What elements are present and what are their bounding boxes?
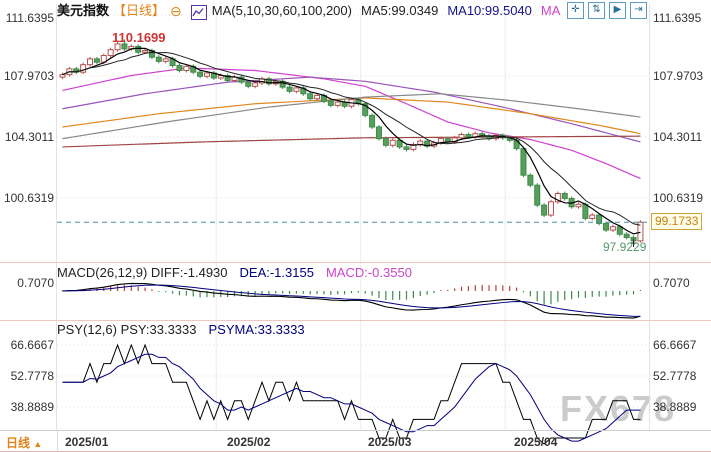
y-label-right-3: 104.3011 <box>653 130 703 144</box>
date-label-feb: 2025/02 <box>227 435 271 449</box>
overlay-MA30 <box>62 67 641 180</box>
overlay-MA5 <box>62 47 641 235</box>
date-label-apr: 2025/04 <box>514 435 558 449</box>
y-label-right-4: 100.6319 <box>653 191 704 205</box>
period-selector-label: 日线 <box>6 436 31 450</box>
macd-diff-line <box>62 282 641 319</box>
axis-scale-icon[interactable]: ⇅ <box>588 2 605 19</box>
triangle-up-icon: ▲ <box>33 439 43 449</box>
ma-params-label: MA(5,10,30,60,100,200) <box>211 3 352 18</box>
chart-toolbar: ✛ ⇅ ▶ ⇥ <box>567 2 647 19</box>
collapse-icon[interactable]: ⊖ <box>170 3 182 19</box>
current-price-tag: 99.1733 <box>651 213 703 230</box>
axis-separator <box>57 431 58 451</box>
line-chart-icon <box>190 4 207 20</box>
macd-scale-left: 0.7070 <box>17 276 54 290</box>
low-price-tag: 97.9229 <box>603 240 647 254</box>
psy-scale-left-3: 38.8889 <box>10 400 54 414</box>
y-label-right-2: 107.9703 <box>653 69 704 83</box>
psy-scale-left-2: 52.7778 <box>10 369 54 383</box>
macd-hist-value: MACD:-0.3550 <box>325 265 412 280</box>
y-label-right-1: 111.6395 <box>653 11 702 25</box>
macd-title: MACD(26,12,9) DIFF:-1.4930 <box>57 265 228 280</box>
psy-scale-right-2: 52.7778 <box>653 369 697 383</box>
play-icon[interactable]: ▶ <box>609 2 626 19</box>
psy-line <box>62 343 641 445</box>
psy-psyma-value: PSYMA:33.3333 <box>208 322 305 337</box>
overlay-MA60 <box>62 76 641 143</box>
overlay-MA200r <box>62 135 641 148</box>
step-forward-icon[interactable]: ⇥ <box>630 2 647 19</box>
macd-header: MACD(26,12,9) DIFF:-1.4930 DEA:-1.3155 M… <box>57 265 412 280</box>
y-label-left-2: 107.9703 <box>3 69 54 83</box>
high-price-tag: 110.1699 <box>112 30 166 45</box>
psy-scale-right-1: 66.6667 <box>653 338 697 352</box>
date-label-jan: 2025/01 <box>65 435 109 449</box>
ma5-value: MA5:99.0349 <box>360 3 439 18</box>
psy-title: PSY(12,6) PSY:33.3333 <box>57 322 197 337</box>
main-chart-header: 美元指数 【日线】 ⊖ MA(5,10,30,60,100,200) MA5:9… <box>57 3 561 20</box>
overlay-MA10 <box>62 51 641 226</box>
symbol-name: 美元指数 <box>57 3 110 18</box>
date-label-mar: 2025/03 <box>368 435 412 449</box>
macd-dea-line <box>62 284 641 317</box>
y-label-left-3: 104.3011 <box>4 130 54 144</box>
psy-scale-left-1: 66.6667 <box>10 338 54 352</box>
ma10-value: MA10:99.5040 <box>447 3 532 18</box>
time-axis-bar: 日线 ▲ 2025/01 2025/02 2025/03 2025/04 <box>0 430 711 452</box>
macd-scale-right: 0.7070 <box>653 276 690 290</box>
y-label-left-4: 100.6319 <box>3 191 54 205</box>
fx678-watermark: FX678 <box>560 388 677 429</box>
psyma-line <box>62 353 641 442</box>
ma-more-label: MA <box>540 3 561 18</box>
psy-header: PSY(12,6) PSY:33.3333 PSYMA:33.3333 <box>57 322 305 337</box>
macd-dea-value: DEA:-1.3155 <box>239 265 314 280</box>
crosshair-icon[interactable]: ✛ <box>567 2 584 19</box>
y-label-left-1: 111.6395 <box>5 11 54 25</box>
psy-scale-right-3: 38.8889 <box>653 400 697 414</box>
period-label[interactable]: 【日线】 <box>113 3 166 18</box>
period-selector[interactable]: 日线 ▲ <box>6 434 42 451</box>
